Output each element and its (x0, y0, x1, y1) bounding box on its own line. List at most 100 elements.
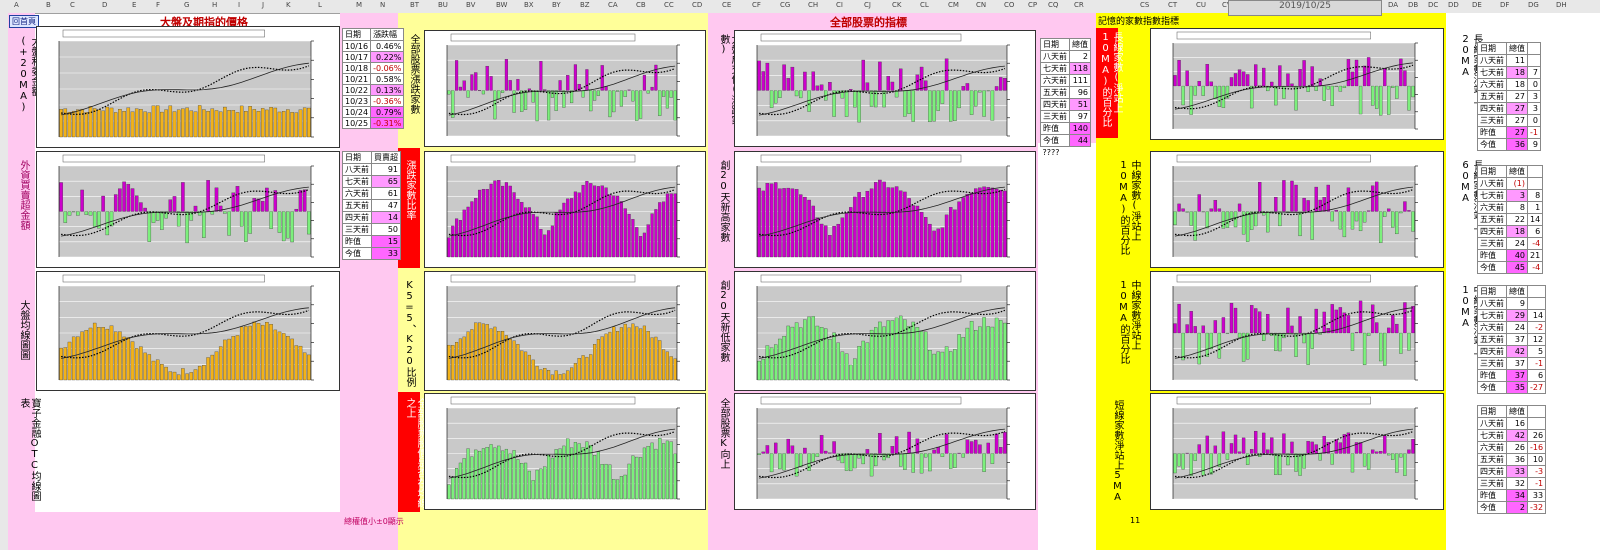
column-header-bv[interactable]: BV (466, 1, 476, 9)
chart-bar (527, 88, 531, 91)
chart-bar (623, 208, 627, 258)
chart-bar (882, 90, 886, 108)
column-header-cr[interactable]: CR (1074, 1, 1084, 9)
column-header-ci[interactable]: CI (836, 1, 843, 9)
column-header-bt[interactable]: BT (410, 1, 420, 9)
chart-bar (1294, 85, 1298, 111)
chart-bar (504, 448, 508, 500)
chart-bar (481, 90, 485, 95)
date-overlay: 2019/10/25 (1228, 0, 1382, 16)
column-header-i[interactable]: I (238, 1, 241, 9)
column-header-n[interactable]: N (380, 1, 386, 9)
chart-bar (202, 365, 206, 381)
column-header-ct[interactable]: CT (1168, 1, 1178, 9)
column-header-cb[interactable]: CB (636, 1, 646, 9)
column-header-bw[interactable]: BW (496, 1, 508, 9)
column-header-db[interactable]: DB (1408, 1, 1419, 9)
column-header-b[interactable]: B (46, 1, 51, 9)
column-header-ch[interactable]: CH (808, 1, 819, 9)
table-row: 八天前 2 (1040, 50, 1091, 63)
column-header-c[interactable]: C (70, 1, 75, 9)
chart-bar (828, 452, 832, 454)
column-header-by[interactable]: BY (552, 1, 561, 9)
column-header-dh[interactable]: DH (1556, 1, 1567, 9)
chart-bar (761, 358, 765, 381)
column-header-ce[interactable]: CE (722, 1, 732, 9)
column-header-ca[interactable]: CA (608, 1, 618, 9)
chart-bar (836, 453, 840, 461)
chart-bar (1330, 85, 1334, 106)
chart-bar (1354, 59, 1359, 87)
far-right-label-1: 長線家數淨站上20MA (1460, 34, 1482, 104)
chart-bar (627, 89, 631, 91)
column-header-co[interactable]: CO (1004, 1, 1015, 9)
column-header-k[interactable]: K (286, 1, 291, 9)
column-header-dd[interactable]: DD (1448, 1, 1459, 9)
price-line (1174, 188, 1414, 237)
chart-bar (581, 355, 585, 381)
chart-bar (1205, 211, 1209, 229)
chart-bar (844, 353, 849, 381)
column-header-bx[interactable]: BX (524, 1, 534, 9)
chart-bar (794, 90, 799, 97)
chart-bar (928, 223, 932, 258)
chart-bar (769, 183, 774, 258)
column-header-da[interactable]: DA (1388, 1, 1399, 9)
column-header-h[interactable]: H (212, 1, 218, 9)
column-header-cm[interactable]: CM (948, 1, 959, 9)
ma-line (448, 186, 676, 237)
column-header-d[interactable]: D (102, 1, 108, 9)
column-header-cj[interactable]: CJ (864, 1, 871, 9)
chart-bar (130, 188, 135, 212)
column-header-dc[interactable]: DC (1428, 1, 1439, 9)
chart-bar (639, 328, 643, 381)
column-header-e[interactable]: E (132, 1, 137, 9)
chart-bar (581, 184, 585, 258)
chart-20day-low (734, 271, 1036, 391)
column-header-de[interactable]: DE (1472, 1, 1482, 9)
home-button[interactable]: 回首頁 (9, 15, 39, 28)
column-header-dg[interactable]: DG (1528, 1, 1539, 9)
chart-bar (940, 90, 945, 104)
column-header-cc[interactable]: CC (664, 1, 674, 9)
chart-bar (1387, 208, 1391, 212)
column-header-g[interactable]: G (184, 1, 190, 9)
column-header-cq[interactable]: CQ (1048, 1, 1059, 9)
column-header-cv[interactable]: CV (1222, 1, 1232, 9)
right-label-2: 中線家數(淨站上10MA)的百分比 (1118, 160, 1140, 255)
column-header-cf[interactable]: CF (752, 1, 761, 9)
chart-bar (481, 323, 485, 381)
chart-bar (944, 214, 949, 258)
chart-bar (101, 327, 105, 381)
column-header-df[interactable]: DF (1500, 1, 1510, 9)
column-header-a[interactable]: A (14, 1, 19, 9)
column-header-cd[interactable]: CD (692, 1, 703, 9)
column-header-f[interactable]: F (156, 1, 161, 9)
chart-bar (982, 90, 986, 117)
column-header-bz[interactable]: BZ (580, 1, 590, 9)
table-row: 四天前 14 (342, 211, 401, 224)
footnote: 總權值小±0顯示 (344, 517, 404, 526)
column-header-l[interactable]: L (318, 1, 322, 9)
chart-bar (1302, 332, 1306, 344)
chart-bar (218, 111, 223, 138)
chart-bar (1346, 59, 1351, 87)
column-header-cu[interactable]: CU (1196, 1, 1207, 9)
column-header-cg[interactable]: CG (780, 1, 791, 9)
column-header-bu[interactable]: BU (438, 1, 448, 9)
chart-bar (1342, 312, 1347, 334)
ma-line (1174, 307, 1414, 359)
chart-bar (189, 372, 194, 381)
title-right: 記憶的家數指數指標 (1098, 17, 1180, 27)
column-header-cs[interactable]: CS (1140, 1, 1150, 9)
column-header-cn[interactable]: CN (976, 1, 987, 9)
column-header-cp[interactable]: CP (1028, 1, 1038, 9)
column-header-j[interactable]: J (262, 1, 265, 9)
column-header-m[interactable]: M (356, 1, 363, 9)
mid-left-label-3: K5=5、K20比例 (404, 280, 415, 387)
column-header-cl[interactable]: CL (920, 1, 929, 9)
chart-bar (1237, 69, 1242, 87)
chart-bar (80, 108, 84, 138)
column-header-ck[interactable]: CK (892, 1, 902, 9)
chart-bar (1350, 453, 1355, 473)
